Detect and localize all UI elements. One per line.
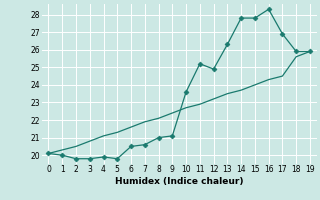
X-axis label: Humidex (Indice chaleur): Humidex (Indice chaleur) — [115, 177, 244, 186]
